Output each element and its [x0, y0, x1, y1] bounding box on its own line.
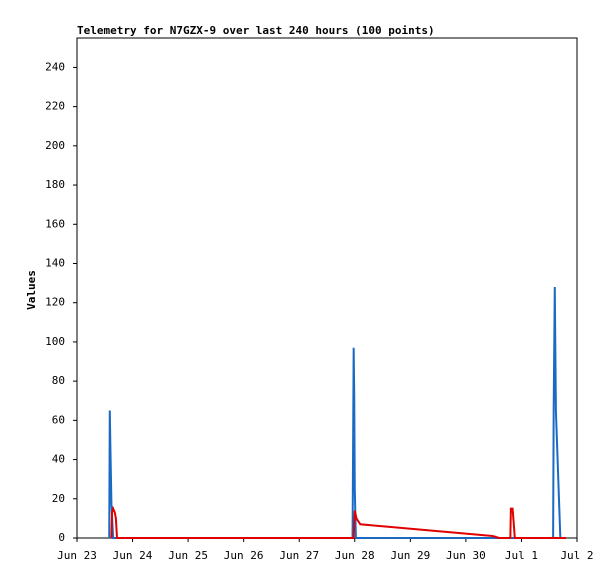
- y-tick-label: 160: [45, 217, 65, 230]
- x-tick-label: Jun 26: [224, 549, 264, 562]
- series-line: [110, 505, 566, 539]
- y-tick-label: 220: [45, 100, 65, 113]
- plot-frame: [76, 37, 578, 539]
- x-tick-label: Jun 24: [113, 549, 153, 562]
- x-tick-label: Jun 23: [57, 549, 97, 562]
- y-tick-label: 100: [45, 335, 65, 348]
- x-tick-label: Jun 25: [168, 549, 208, 562]
- y-tick-label: 20: [52, 492, 65, 505]
- y-tick-label: 180: [45, 178, 65, 191]
- y-axis-label: Values: [25, 270, 38, 310]
- x-tick-label: Jul 2: [560, 549, 593, 562]
- y-tick-label: 200: [45, 139, 65, 152]
- y-tick-label: 80: [52, 374, 65, 387]
- y-tick-label: 40: [52, 453, 65, 466]
- x-tick-label: Jul 1: [505, 549, 538, 562]
- x-tick-label: Jun 27: [279, 549, 319, 562]
- y-tick-label: 240: [45, 60, 65, 73]
- y-tick-label: 120: [45, 296, 65, 309]
- x-tick-label: Jun 30: [446, 549, 486, 562]
- chart-title: Telemetry for N7GZX-9 over last 240 hour…: [77, 24, 435, 37]
- x-tick-label: Jun 29: [390, 549, 430, 562]
- x-tick-label: Jun 28: [335, 549, 375, 562]
- y-tick-label: 60: [52, 413, 65, 426]
- y-tick-label: 0: [58, 531, 65, 544]
- y-tick-label: 140: [45, 256, 65, 269]
- series-line: [108, 287, 562, 539]
